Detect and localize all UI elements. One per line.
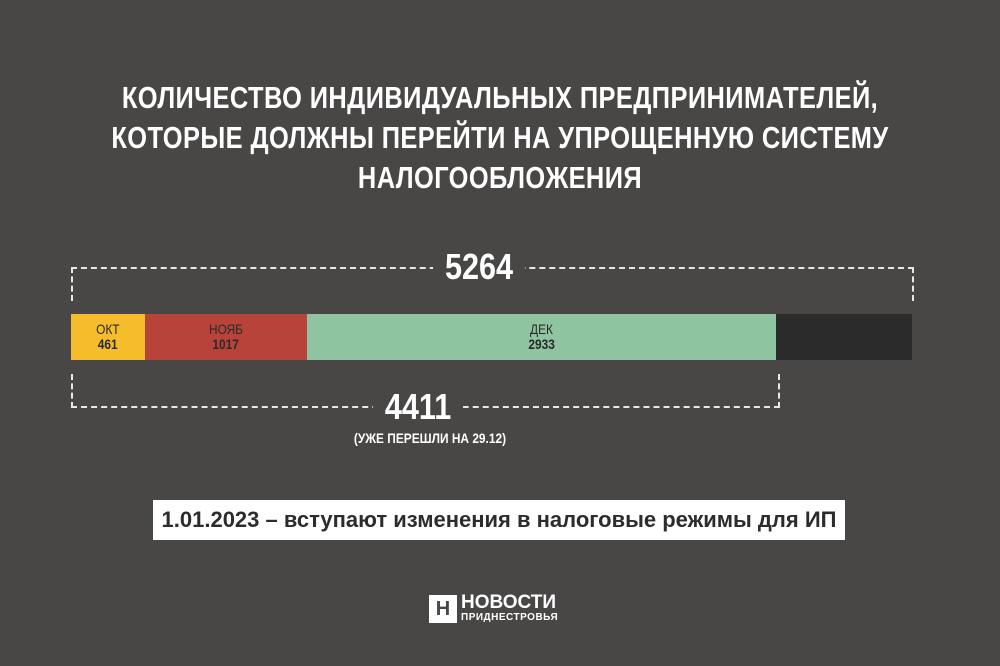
- info-banner: 1.01.2023 – вступают изменения в налогов…: [153, 500, 845, 540]
- logo-line1: НОВОСТИ: [461, 592, 557, 613]
- segment-value-label: 2933: [528, 336, 555, 352]
- subtotal-note: (УЖЕ ПЕРЕШЛИ НА 29.12): [353, 430, 507, 446]
- total-label: 5264: [433, 247, 525, 287]
- segment-month-label: ОКТ: [96, 321, 120, 337]
- segment-value-label: 461: [97, 336, 118, 352]
- bar-segment-1: ОКТ 461: [71, 314, 145, 360]
- bar-segment-3: ДЕК 2933: [307, 314, 776, 360]
- bar-segment-2: НОЯБ 1017: [144, 314, 308, 360]
- logo-line2: ПРИДНЕСТРОВЬЯ: [461, 612, 559, 623]
- logo: Н НОВОСТИ ПРИДНЕСТРОВЬЯ: [429, 592, 559, 623]
- subtotal-label: 4411: [372, 387, 464, 427]
- segment-month-label: НОЯБ: [208, 321, 243, 337]
- segment-month-label: ДЕК: [529, 321, 553, 337]
- segment-value-label: 1017: [212, 336, 240, 352]
- logo-mark-icon: Н: [429, 594, 457, 623]
- stacked-bar: ОКТ 461 НОЯБ 1017 ДЕК 2933: [71, 314, 912, 360]
- chart-title: КОЛИЧЕСТВО ИНДИВИДУАЛЬНЫХ ПРЕДПРИНИМАТЕЛ…: [111, 80, 889, 195]
